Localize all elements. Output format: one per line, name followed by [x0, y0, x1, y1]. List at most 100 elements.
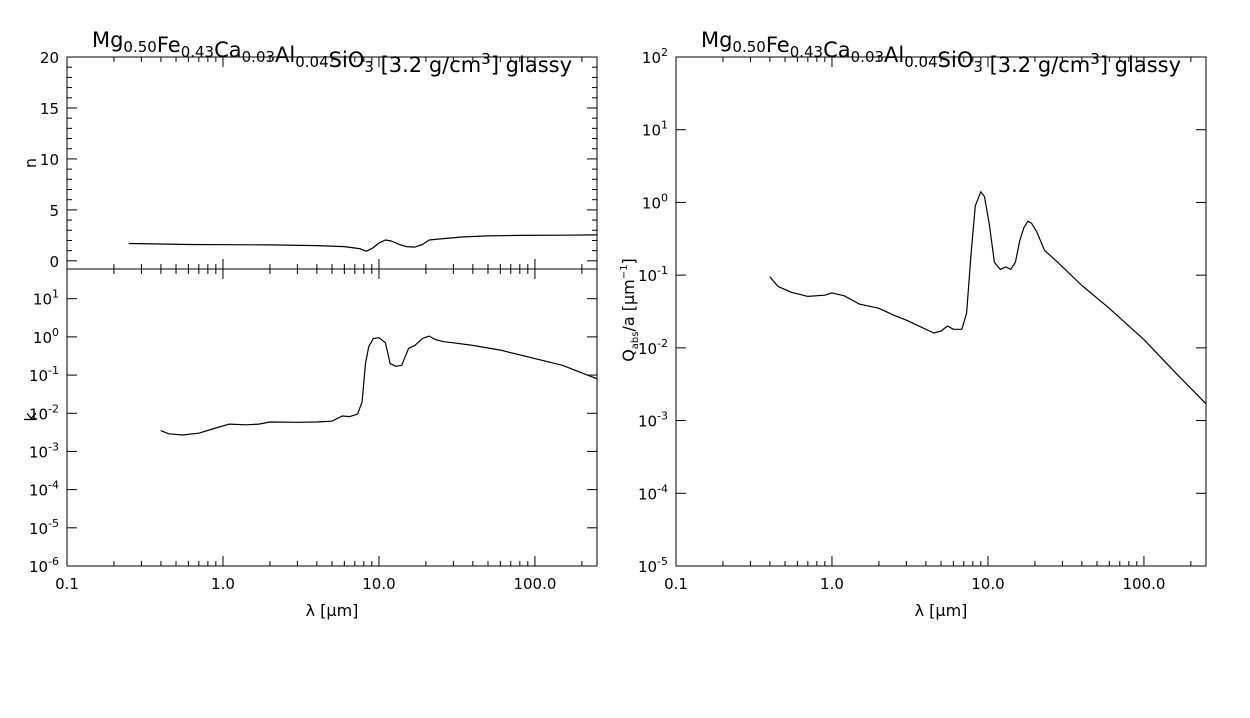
q-panel-x-ticks: 0.1 1.0 10.0 100.0 — [664, 57, 1192, 593]
q-panel-data-point — [961, 328, 963, 330]
n-panel-data-point — [445, 238, 447, 239]
n-panel-data-point — [414, 246, 416, 248]
figure-layer: Mg0.50Fe0.43Ca0.03Al0.04SiO3 [3.2 g/cm3]… — [21, 28, 1207, 620]
q-panel-series-line — [769, 191, 1207, 405]
n-panel-data-point — [562, 234, 563, 236]
k-panel-data-point — [422, 338, 423, 339]
q-panel-data-point — [953, 328, 954, 330]
q-axis-label: Qabs/a [μm−1] — [619, 258, 641, 362]
k-panel-data-point — [341, 415, 343, 417]
n-axis-label: n — [21, 158, 40, 168]
n-panel-data-point — [422, 244, 423, 245]
q-panel-data-point — [1027, 220, 1029, 222]
q-panel-data-point — [925, 328, 927, 330]
q-panel-data-point — [824, 294, 826, 296]
y-tick-label: 5 — [49, 202, 59, 220]
k-panel-data-point — [316, 421, 318, 423]
k-panel-data-point — [368, 346, 370, 348]
k-panel-data-point — [269, 421, 271, 423]
k-panel-frame — [66, 268, 598, 567]
q-panel-data-point — [1036, 231, 1037, 232]
q-panel-data-point — [878, 307, 880, 309]
q-panel-data-point — [984, 196, 985, 198]
n-panel-x-ticks — [66, 57, 583, 269]
k-panel-data-point — [297, 421, 298, 423]
k-panel-data-point — [389, 363, 391, 364]
k-panel-data-point — [401, 364, 403, 366]
n-panel-data-point — [487, 235, 489, 237]
q-panel-data-point — [1081, 285, 1083, 286]
x-tick-label: 1.0 — [820, 575, 844, 593]
y-tick-label: 10-4 — [638, 482, 668, 503]
q-panel-data-point — [1108, 307, 1110, 309]
k-panel-data-point — [443, 341, 445, 343]
k-panel-data-point — [378, 337, 380, 339]
y-tick-label: 10-1 — [29, 364, 59, 385]
q-panel-x-label: λ [μm] — [915, 601, 968, 620]
k-panel-data-point — [357, 413, 358, 415]
n-panel-data-point — [160, 243, 162, 245]
k-panel-y-ticks: 10-6 10-5 10-4 10-3 10-2 10-1 100 101 — [29, 288, 597, 576]
k-panel-data-point — [168, 433, 170, 435]
q-panel-data-point — [966, 312, 967, 314]
q-panel-frame — [675, 56, 1207, 567]
k-panel-data-point — [182, 434, 183, 436]
y-tick-label: 101 — [33, 288, 59, 309]
q-panel-data-point — [791, 291, 792, 293]
q-panel-data-point — [1057, 261, 1059, 263]
n-panel-data-point — [390, 240, 392, 242]
k-panel-data-point — [198, 432, 200, 434]
n-panel-y-ticks: 0 5 10 15 20 — [40, 49, 597, 271]
q-panel-data-point — [974, 205, 976, 207]
q-panel-data-point — [893, 314, 895, 316]
k-panel-data-point — [408, 348, 409, 349]
k-panel-series-line — [160, 335, 598, 436]
k-panel-data-point — [428, 335, 430, 337]
q-panel-data-point — [1023, 227, 1025, 229]
x-tick-label: 100.0 — [1122, 575, 1165, 593]
q-panel-data-point — [988, 223, 990, 225]
n-panel-data-point — [385, 239, 386, 241]
n-panel-data-point — [428, 239, 430, 241]
n-panel-frame — [66, 56, 598, 270]
y-tick-label: 10-5 — [29, 517, 59, 538]
q-panel-data-point — [940, 330, 942, 332]
k-panel-data-point — [365, 363, 366, 364]
n-panel-data-point — [344, 246, 345, 248]
k-panel-x-ticks: 0.1 1.0 10.0 100.0 — [55, 269, 583, 593]
y-tick-label: 0 — [49, 253, 59, 271]
n-panel-data-point — [406, 246, 407, 248]
x-tick-label: 10.0 — [971, 575, 1004, 593]
q-panel-y-ticks: 10-5 10-4 10-3 10-2 10-1 100 101 102 — [638, 46, 1206, 576]
n-panel-data-point — [463, 236, 465, 238]
n-panel-data-point — [222, 244, 224, 246]
k-panel-data-point — [385, 342, 386, 344]
q-panel-data-point — [1205, 403, 1207, 405]
q-panel-data-point — [906, 319, 907, 321]
q-panel-data-point — [999, 269, 1001, 270]
k-panel-data-point — [361, 401, 363, 403]
y-tick-label: 10-4 — [29, 479, 59, 500]
n-panel-data-point — [365, 250, 367, 252]
k-panel-data-point — [435, 339, 436, 340]
q-panel-data-point — [970, 252, 972, 254]
q-panel-data-point — [1010, 269, 1012, 270]
k-axis-label: k — [21, 412, 40, 422]
n-panel-data-point — [128, 243, 130, 244]
k-panel-data-point — [414, 345, 416, 346]
q-panel-data-point — [843, 295, 845, 297]
q-panel-data-point — [1005, 266, 1007, 268]
q-panel-data-point — [947, 325, 948, 327]
y-tick-label: 10-2 — [638, 337, 668, 358]
y-tick-label: 10-1 — [638, 264, 668, 285]
k-panel-data-point — [215, 427, 217, 429]
q-panel-data-point — [933, 332, 935, 334]
n-panel-data-point — [378, 242, 380, 244]
n-panel-data-point — [519, 235, 521, 236]
k-panel-data-point — [372, 338, 374, 339]
y-tick-label: 10-3 — [29, 440, 59, 461]
y-tick-label: 101 — [642, 119, 668, 140]
x-tick-label: 10.0 — [362, 575, 395, 593]
n-panel-data-point — [359, 248, 360, 250]
